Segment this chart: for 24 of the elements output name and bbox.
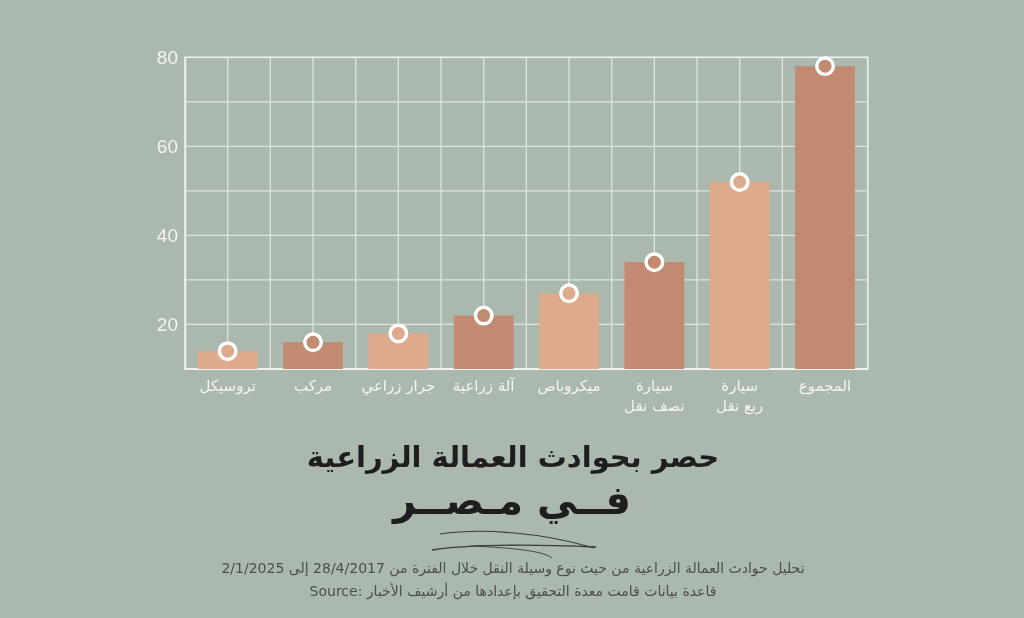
y-tick-label: 40 [156,224,178,246]
text: فــي مـصــر [390,477,632,524]
y-tick-label: 60 [156,135,178,157]
point [303,332,324,353]
x-tick-label: ميكروباص [537,377,601,396]
point [815,56,836,77]
point [729,171,750,192]
y-tick-label: 80 [156,46,178,68]
x-tick-label: سيارة نصف نقل [624,377,685,416]
point [559,283,580,304]
x-tick-label: مركب [293,377,333,396]
point [388,323,409,344]
text: حصر بحوادث العمالة الزراعية [306,440,720,475]
source-note: Source: قاعدة بيانات قامت معدة التحقيق بإعدادها من أرشيف الأخبار [309,581,717,600]
point [473,305,494,326]
text: تحليل حوادث العمالة الزراعية من حيث نوع وسيلة النقل خلال الفترة من 28/4/2017 إلى 2/1/2025 [221,559,805,577]
point [644,252,665,273]
x-tick-label: تروسيكل [199,377,256,396]
x-tick-label: سيارة ربع نقل [716,377,764,416]
point [217,341,238,362]
x-tick-label: آلة زراعية [452,377,516,396]
y-tick-label: 20 [156,314,178,336]
x-tick-label: جرار زراعي [361,377,436,397]
x-tick-label: المجموع [798,377,852,396]
